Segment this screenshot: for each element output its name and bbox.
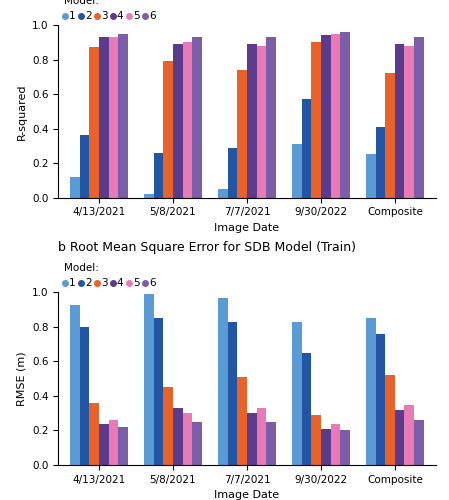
Legend: 1, 2, 3, 4, 5, 6: 1, 2, 3, 4, 5, 6: [64, 263, 155, 288]
Bar: [340, 32, 350, 198]
Bar: [414, 420, 424, 465]
Bar: [292, 144, 302, 198]
Bar: [366, 318, 376, 465]
Bar: [118, 427, 128, 465]
Bar: [218, 298, 228, 465]
Bar: [340, 430, 350, 465]
Bar: [366, 154, 376, 198]
Bar: [183, 42, 192, 198]
Bar: [144, 194, 154, 198]
Y-axis label: RMSE (m): RMSE (m): [17, 352, 26, 406]
Bar: [228, 148, 238, 198]
Bar: [376, 334, 385, 465]
Bar: [385, 376, 395, 465]
Bar: [80, 327, 89, 465]
Bar: [173, 44, 183, 198]
Bar: [80, 136, 89, 198]
Bar: [414, 37, 424, 198]
Bar: [89, 48, 99, 198]
Bar: [385, 74, 395, 198]
Bar: [405, 46, 414, 198]
Bar: [395, 44, 405, 198]
Bar: [292, 322, 302, 465]
Bar: [311, 415, 321, 465]
Bar: [266, 422, 276, 465]
Bar: [247, 44, 256, 198]
Legend: 1, 2, 3, 4, 5, 6: 1, 2, 3, 4, 5, 6: [64, 0, 155, 21]
Bar: [163, 61, 173, 198]
Bar: [163, 388, 173, 465]
Bar: [218, 189, 228, 198]
Bar: [321, 36, 330, 198]
X-axis label: Image Date: Image Date: [214, 490, 280, 500]
Bar: [330, 424, 340, 465]
Bar: [173, 408, 183, 465]
Bar: [266, 37, 276, 198]
Bar: [302, 353, 311, 465]
Bar: [376, 127, 385, 198]
Bar: [247, 413, 256, 465]
Bar: [192, 422, 202, 465]
Bar: [109, 420, 118, 465]
X-axis label: Image Date: Image Date: [214, 223, 280, 233]
Bar: [256, 408, 266, 465]
Bar: [183, 413, 192, 465]
Bar: [154, 152, 163, 198]
Text: b Root Mean Square Error for SDB Model (Train): b Root Mean Square Error for SDB Model (…: [58, 242, 357, 254]
Bar: [118, 34, 128, 198]
Bar: [70, 177, 80, 198]
Bar: [256, 46, 266, 198]
Y-axis label: R-squared: R-squared: [17, 83, 26, 140]
Bar: [99, 424, 109, 465]
Bar: [89, 403, 99, 465]
Bar: [405, 404, 414, 465]
Bar: [228, 322, 238, 465]
Bar: [330, 34, 340, 198]
Bar: [321, 429, 330, 465]
Bar: [109, 37, 118, 198]
Bar: [238, 377, 247, 465]
Bar: [238, 70, 247, 198]
Bar: [302, 99, 311, 198]
Bar: [154, 318, 163, 465]
Bar: [99, 37, 109, 198]
Bar: [192, 37, 202, 198]
Bar: [70, 304, 80, 465]
Bar: [144, 294, 154, 465]
Bar: [311, 42, 321, 198]
Bar: [395, 410, 405, 465]
